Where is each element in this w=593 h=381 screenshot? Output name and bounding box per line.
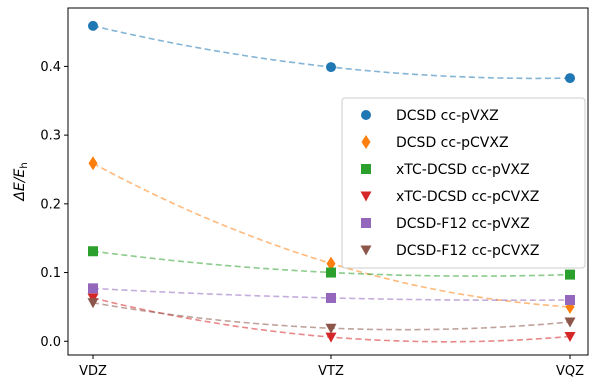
data-point-xtc-dcsd-cc-pvxz-vqz: [565, 269, 575, 280]
legend-marker-dcsd-cc-pvxz: [361, 110, 371, 120]
legend-marker-dcsd-f12-cc-pcvxz: [360, 245, 372, 256]
y-tick-label: 0.1: [40, 266, 61, 281]
y-axis-title-main: ΔE/E: [12, 169, 28, 202]
data-point-dcsd-cc-pcvxz-vdz: [88, 156, 98, 171]
x-tick-label-vtz: VTZ: [318, 364, 344, 379]
data-point-dcsd-cc-pvxz-vdz: [88, 20, 98, 31]
x-tick-label-vdz: VDZ: [79, 364, 107, 379]
legend-entry-dcsd-f12-cc-pcvxz: DCSD-F12 cc-pCVXZ: [396, 243, 539, 259]
data-point-dcsd-f12-cc-pcvxz-vqz: [564, 317, 576, 328]
legend: DCSD cc-pVXZ DCSD cc-pCVXZ xTC-DCSD cc-pVX…: [341, 97, 586, 269]
x-axis: VDZ VTZ VQZ: [79, 355, 584, 379]
legend-entry-dcsd-cc-pcvxz: DCSD cc-pCVXZ: [396, 135, 509, 151]
data-point-xtc-dcsd-cc-pvxz-vdz: [88, 246, 98, 257]
y-axis-title: ΔE/Eh: [12, 162, 30, 201]
data-point-dcsd-f12-cc-pvxz-vqz: [565, 295, 575, 306]
data-point-xtc-dcsd-cc-pcvxz-vqz: [564, 331, 576, 342]
data-point-dcsd-cc-pvxz-vqz: [565, 73, 575, 84]
legend-marker-xtc-dcsd-cc-pcvxz: [360, 191, 372, 202]
y-axis: 0.0 0.1 0.2 0.3 0.4: [40, 60, 68, 350]
data-point-dcsd-f12-cc-pvxz-vtz: [326, 292, 336, 303]
data-point-dcsd-f12-cc-pcvxz-vtz: [325, 323, 337, 334]
data-point-dcsd-cc-pcvxz-vtz: [326, 256, 336, 271]
data-point-xtc-dcsd-cc-pcvxz-vtz: [325, 332, 337, 343]
data-point-dcsd-f12-cc-pcvxz-vdz: [87, 298, 99, 309]
legend-marker-dcsd-cc-pcvxz: [361, 135, 371, 149]
y-tick-label: 0.4: [40, 60, 61, 75]
legend-entry-dcsd-cc-pvxz: DCSD cc-pVXZ: [396, 108, 499, 124]
legend-marker-dcsd-f12-cc-pvxz: [361, 218, 371, 228]
legend-entry-xtc-dcsd-cc-pcvxz: xTC-DCSD cc-pCVXZ: [396, 189, 539, 205]
y-tick-label: 0.3: [40, 129, 61, 144]
y-tick-label: 0.0: [40, 335, 61, 350]
data-point-dcsd-f12-cc-pvxz-vdz: [88, 283, 98, 294]
plot-frame: [67, 7, 589, 356]
y-tick-label: 0.2: [40, 197, 61, 212]
legend-entry-dcsd-f12-cc-pvxz: DCSD-F12 cc-pVXZ: [396, 216, 530, 232]
y-axis-title-subscript: h: [19, 162, 30, 168]
y-axis-title-group: ΔE/Eh: [12, 162, 30, 201]
data-point-xtc-dcsd-cc-pvxz-vtz: [326, 267, 336, 278]
data-markers: [87, 20, 576, 343]
legend-box: [341, 97, 586, 269]
legend-marker-xtc-dcsd-cc-pvxz: [361, 164, 371, 174]
legend-entry-xtc-dcsd-cc-pvxz: xTC-DCSD cc-pVXZ: [396, 162, 530, 178]
x-tick-label-vqz: VQZ: [556, 364, 584, 379]
data-point-dcsd-cc-pvxz-vtz: [326, 62, 336, 73]
